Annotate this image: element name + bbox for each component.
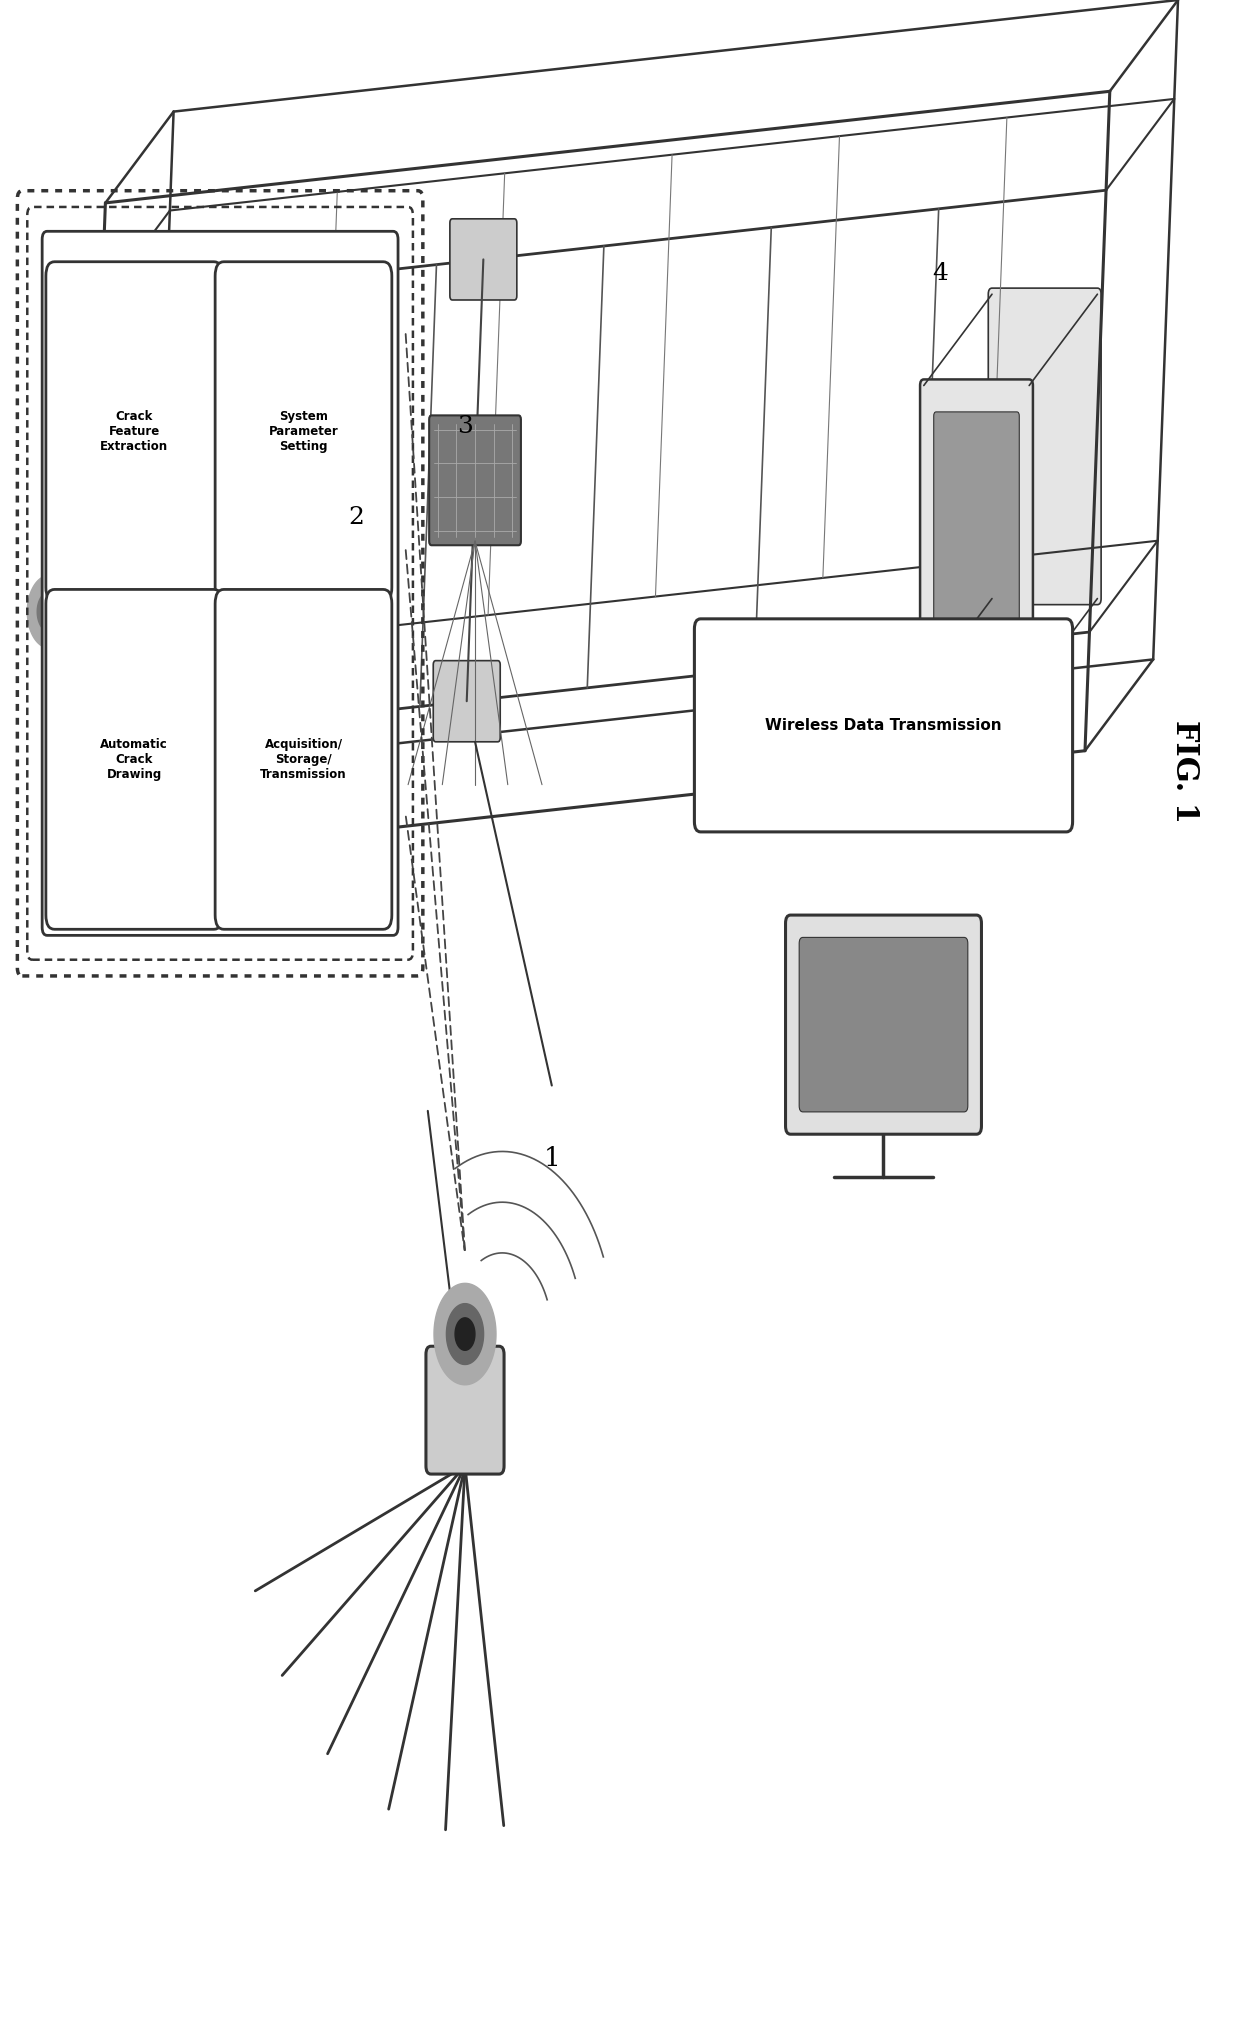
Text: Wireless Data Transmission: Wireless Data Transmission <box>765 718 1002 732</box>
Text: Crack
Feature
Extraction: Crack Feature Extraction <box>100 410 169 452</box>
Text: 2: 2 <box>348 505 363 530</box>
FancyBboxPatch shape <box>920 379 1033 696</box>
FancyBboxPatch shape <box>988 288 1101 605</box>
FancyBboxPatch shape <box>934 716 1019 806</box>
FancyBboxPatch shape <box>46 262 223 601</box>
Text: FIG. 1: FIG. 1 <box>1168 720 1200 822</box>
Text: System
Parameter
Setting: System Parameter Setting <box>269 410 339 452</box>
FancyBboxPatch shape <box>429 416 521 546</box>
Text: 1: 1 <box>543 1146 560 1171</box>
Polygon shape <box>37 592 62 631</box>
Text: Automatic
Crack
Drawing: Automatic Crack Drawing <box>100 739 169 781</box>
FancyBboxPatch shape <box>42 231 398 935</box>
Text: 3: 3 <box>458 414 472 438</box>
Polygon shape <box>434 1284 496 1384</box>
Polygon shape <box>446 1305 484 1363</box>
Text: 4: 4 <box>932 262 947 286</box>
FancyBboxPatch shape <box>920 694 1033 828</box>
FancyBboxPatch shape <box>78 562 120 659</box>
FancyBboxPatch shape <box>934 412 1019 663</box>
FancyBboxPatch shape <box>799 937 967 1112</box>
Polygon shape <box>27 576 72 647</box>
FancyBboxPatch shape <box>433 661 500 743</box>
Polygon shape <box>455 1319 475 1349</box>
FancyBboxPatch shape <box>786 915 982 1134</box>
FancyBboxPatch shape <box>46 588 223 929</box>
FancyBboxPatch shape <box>216 262 392 601</box>
FancyBboxPatch shape <box>694 619 1073 832</box>
Text: Acquisition/
Storage/
Transmission: Acquisition/ Storage/ Transmission <box>260 739 347 781</box>
FancyBboxPatch shape <box>216 588 392 929</box>
FancyBboxPatch shape <box>427 1347 503 1473</box>
FancyBboxPatch shape <box>450 219 517 300</box>
